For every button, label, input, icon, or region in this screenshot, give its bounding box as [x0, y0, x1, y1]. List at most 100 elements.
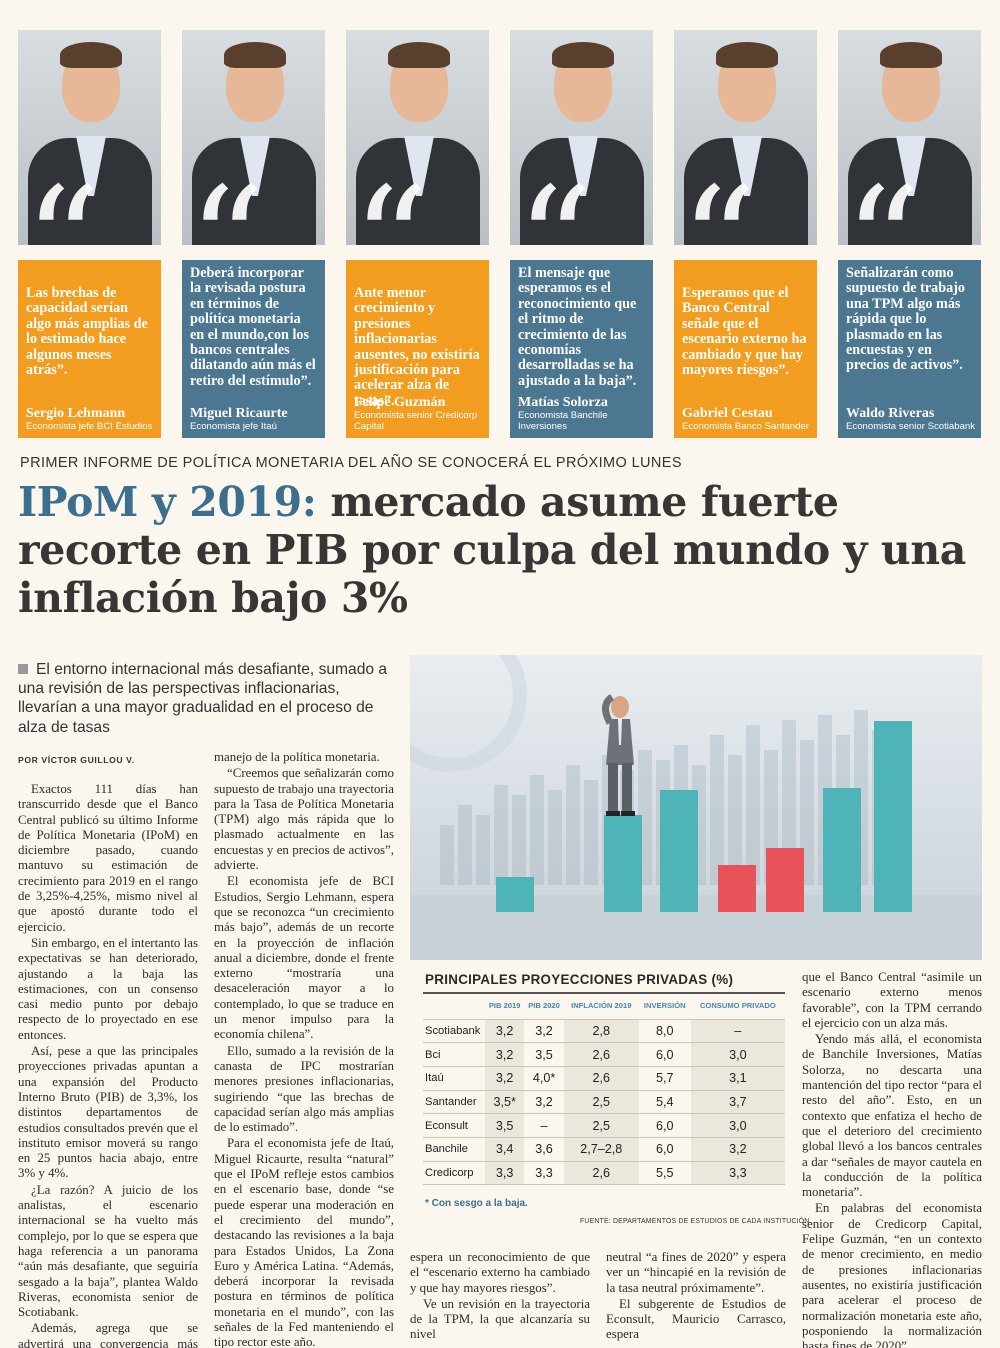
person-name: Sergio Lehmann: [26, 406, 126, 421]
table-header-cell: PIB 2020: [524, 992, 564, 1019]
value-cell: 6,0: [638, 1042, 691, 1067]
value-cell: 3,7: [690, 1089, 785, 1114]
value-cell: 5,4: [638, 1089, 691, 1114]
column-3: espera un reconocimiento de que el “esce…: [410, 1250, 590, 1344]
value-cell: 2,7–2,8: [563, 1136, 639, 1162]
paragraph: Así, pese a que las principales proyecci…: [18, 1044, 198, 1181]
value-cell: 2,6: [563, 1160, 639, 1186]
quote-panels: “Las brechas de capacidad serían algo má…: [18, 30, 982, 440]
bank-name-cell: Econsult: [423, 1113, 485, 1138]
quote-box: “Señalizarán como supuesto de trabajo un…: [838, 168, 981, 438]
person-name: Matías Solorza: [518, 395, 608, 410]
paragraph: El subgerente de Estudios de Econsult, M…: [606, 1296, 786, 1342]
quote-mark-icon: “: [188, 156, 265, 330]
person-role: Economista Banchile Inversiones: [518, 410, 608, 432]
table-header-cell: PIB 2019: [485, 992, 525, 1019]
quote-panel: “Ante menor crecimiento y presiones infl…: [346, 30, 489, 438]
value-cell: 5,5: [638, 1160, 691, 1186]
deck: El entorno internacional más desafiante,…: [18, 660, 396, 737]
quote-mark-icon: “: [844, 156, 921, 330]
value-cell: 3,4: [485, 1136, 525, 1162]
quote-text: Deberá incorporar la revisada postura en…: [190, 265, 316, 389]
quote-box: “Ante menor crecimiento y presiones infl…: [346, 168, 489, 438]
column-2: manejo de la política monetaria. “Creemos…: [214, 750, 394, 1348]
value-cell: 3,3: [524, 1160, 564, 1186]
quote-mark-icon: “: [24, 156, 101, 330]
person-role: Economista senior Credicorp Capital: [354, 410, 478, 432]
paragraph: ¿La razón? A juicio de los analistas, el…: [18, 1182, 198, 1320]
paragraph: Para el economista jefe de Itaú, Miguel …: [214, 1136, 394, 1348]
value-cell: 6,0: [638, 1136, 691, 1162]
value-cell: 2,5: [563, 1089, 639, 1114]
column-4: neutral “a fines de 2020” y espera ver u…: [606, 1250, 786, 1344]
table-header-cell: INFLACIÓN 2019: [563, 992, 639, 1019]
paragraph: Yendo más allá, el economista de Banchil…: [802, 1032, 982, 1200]
table-header-cell: [423, 992, 485, 1019]
bank-name-cell: Itaú: [423, 1065, 485, 1091]
value-cell: 3,1: [690, 1065, 785, 1091]
value-cell: 6,0: [638, 1113, 691, 1138]
quote-box: “El mensaje que esperamos es el reconoci…: [510, 168, 653, 438]
paragraph: Además, agrega que se advertirá una conv…: [18, 1321, 198, 1348]
column-1: Exactos 111 días han transcurrido desde …: [18, 782, 198, 1348]
byline: POR VÍCTOR GUILLOU V.: [18, 755, 135, 765]
value-cell: 3,2: [690, 1136, 785, 1162]
value-cell: 3,5*: [485, 1089, 525, 1114]
person-name: Felipe Guzmán: [354, 395, 446, 410]
value-cell: 4,0*: [524, 1065, 564, 1091]
quote-text: Las brechas de capacidad serían algo más…: [26, 285, 148, 379]
value-cell: 8,0: [638, 1018, 691, 1043]
value-cell: 3,2: [524, 1018, 564, 1043]
value-cell: 3,2: [485, 1065, 525, 1091]
paragraph: En palabras del economista senior de Cre…: [802, 1201, 982, 1348]
illustration-graphic: [410, 655, 982, 960]
value-cell: 2,6: [563, 1042, 639, 1067]
paragraph: neutral “a fines de 2020” y espera ver u…: [606, 1250, 786, 1295]
bank-name-cell: Banchile: [423, 1136, 485, 1162]
illustration-bar-chart-businessman: [410, 655, 982, 960]
table-note: * Con sesgo a la baja.: [425, 1198, 528, 1209]
kicker: PRIMER INFORME DE POLÍTICA MONETARIA DEL…: [20, 455, 682, 471]
paragraph: Exactos 111 días han transcurrido desde …: [18, 782, 198, 934]
paragraph: “Creemos que señalizarán como supuesto d…: [214, 766, 394, 873]
quote-mark-icon: “: [516, 156, 593, 330]
quote-mark-icon: “: [680, 156, 757, 330]
table-row: Banchile 3,4 3,6 2,7–2,8 6,0 3,2: [423, 1136, 785, 1162]
table-row: Santander 3,5* 3,2 2,5 5,4 3,7: [423, 1089, 785, 1114]
paragraph: espera un reconocimiento de que el “esce…: [410, 1250, 590, 1295]
value-cell: 3,0: [690, 1042, 785, 1067]
projections-table: PIB 2019 PIB 2020 INFLACIÓN 2019 INVERSIÓN C…: [423, 992, 785, 1186]
paragraph: El economista jefe de BCI Estudios, Serg…: [214, 874, 394, 1042]
column-5: que el Banco Central “asimile un escenar…: [802, 970, 982, 1348]
value-cell: 5,7: [638, 1065, 691, 1091]
value-cell: 3,6: [524, 1136, 564, 1162]
bank-name-cell: Bci: [423, 1042, 485, 1067]
person-role: Economista jefe Itaú: [190, 421, 277, 432]
table-row: Econsult 3,5–2,5 6,0 3,0: [423, 1113, 785, 1138]
value-cell: 3,0: [690, 1113, 785, 1138]
value-cell: –: [524, 1113, 564, 1138]
value-cell: 3,2: [485, 1018, 525, 1043]
quote-mark-icon: “: [352, 156, 429, 330]
portrait-photo: [182, 30, 325, 245]
quote-text: Señalizarán como supuesto de trabajo una…: [846, 265, 966, 374]
quote-box: “Esperamos que el Banco Central señale q…: [674, 168, 817, 438]
bank-name-cell: Credicorp: [423, 1160, 485, 1186]
table-row: Itaú 3,2 4,0* 2,6 5,7 3,1: [423, 1065, 785, 1091]
value-cell: 3,5: [485, 1113, 525, 1138]
portrait-photo: [838, 30, 981, 245]
table-body: Scotiabank 3,2 3,2 2,8 8,0– Bci 3,2 3,5 2,6 6,0 3,…: [423, 1018, 785, 1186]
quote-text: Ante menor crecimiento y presiones infla…: [354, 285, 480, 409]
paragraph: Ello, sumado a la revisión de la canasta…: [214, 1043, 394, 1135]
table-title: PRINCIPALES PROYECCIONES PRIVADAS (%): [425, 972, 734, 987]
portrait-photo: [674, 30, 817, 245]
quote-panel: “Esperamos que el Banco Central señale q…: [674, 30, 817, 438]
deck-text: El entorno internacional más desafiante,…: [18, 661, 388, 736]
value-cell: 2,8: [563, 1018, 639, 1043]
value-cell: 3,3: [690, 1160, 785, 1186]
value-cell: 3,2: [524, 1089, 564, 1114]
table-row: Bci 3,2 3,5 2,6 6,0 3,0: [423, 1042, 785, 1067]
quote-panel: “El mensaje que esperamos es el reconoci…: [510, 30, 653, 438]
table-source: FUENTE: DEPARTAMENTOS DE ESTUDIOS DE CAD…: [580, 1218, 812, 1225]
paragraph: Sin embargo, en el intertanto las expect…: [18, 935, 198, 1042]
